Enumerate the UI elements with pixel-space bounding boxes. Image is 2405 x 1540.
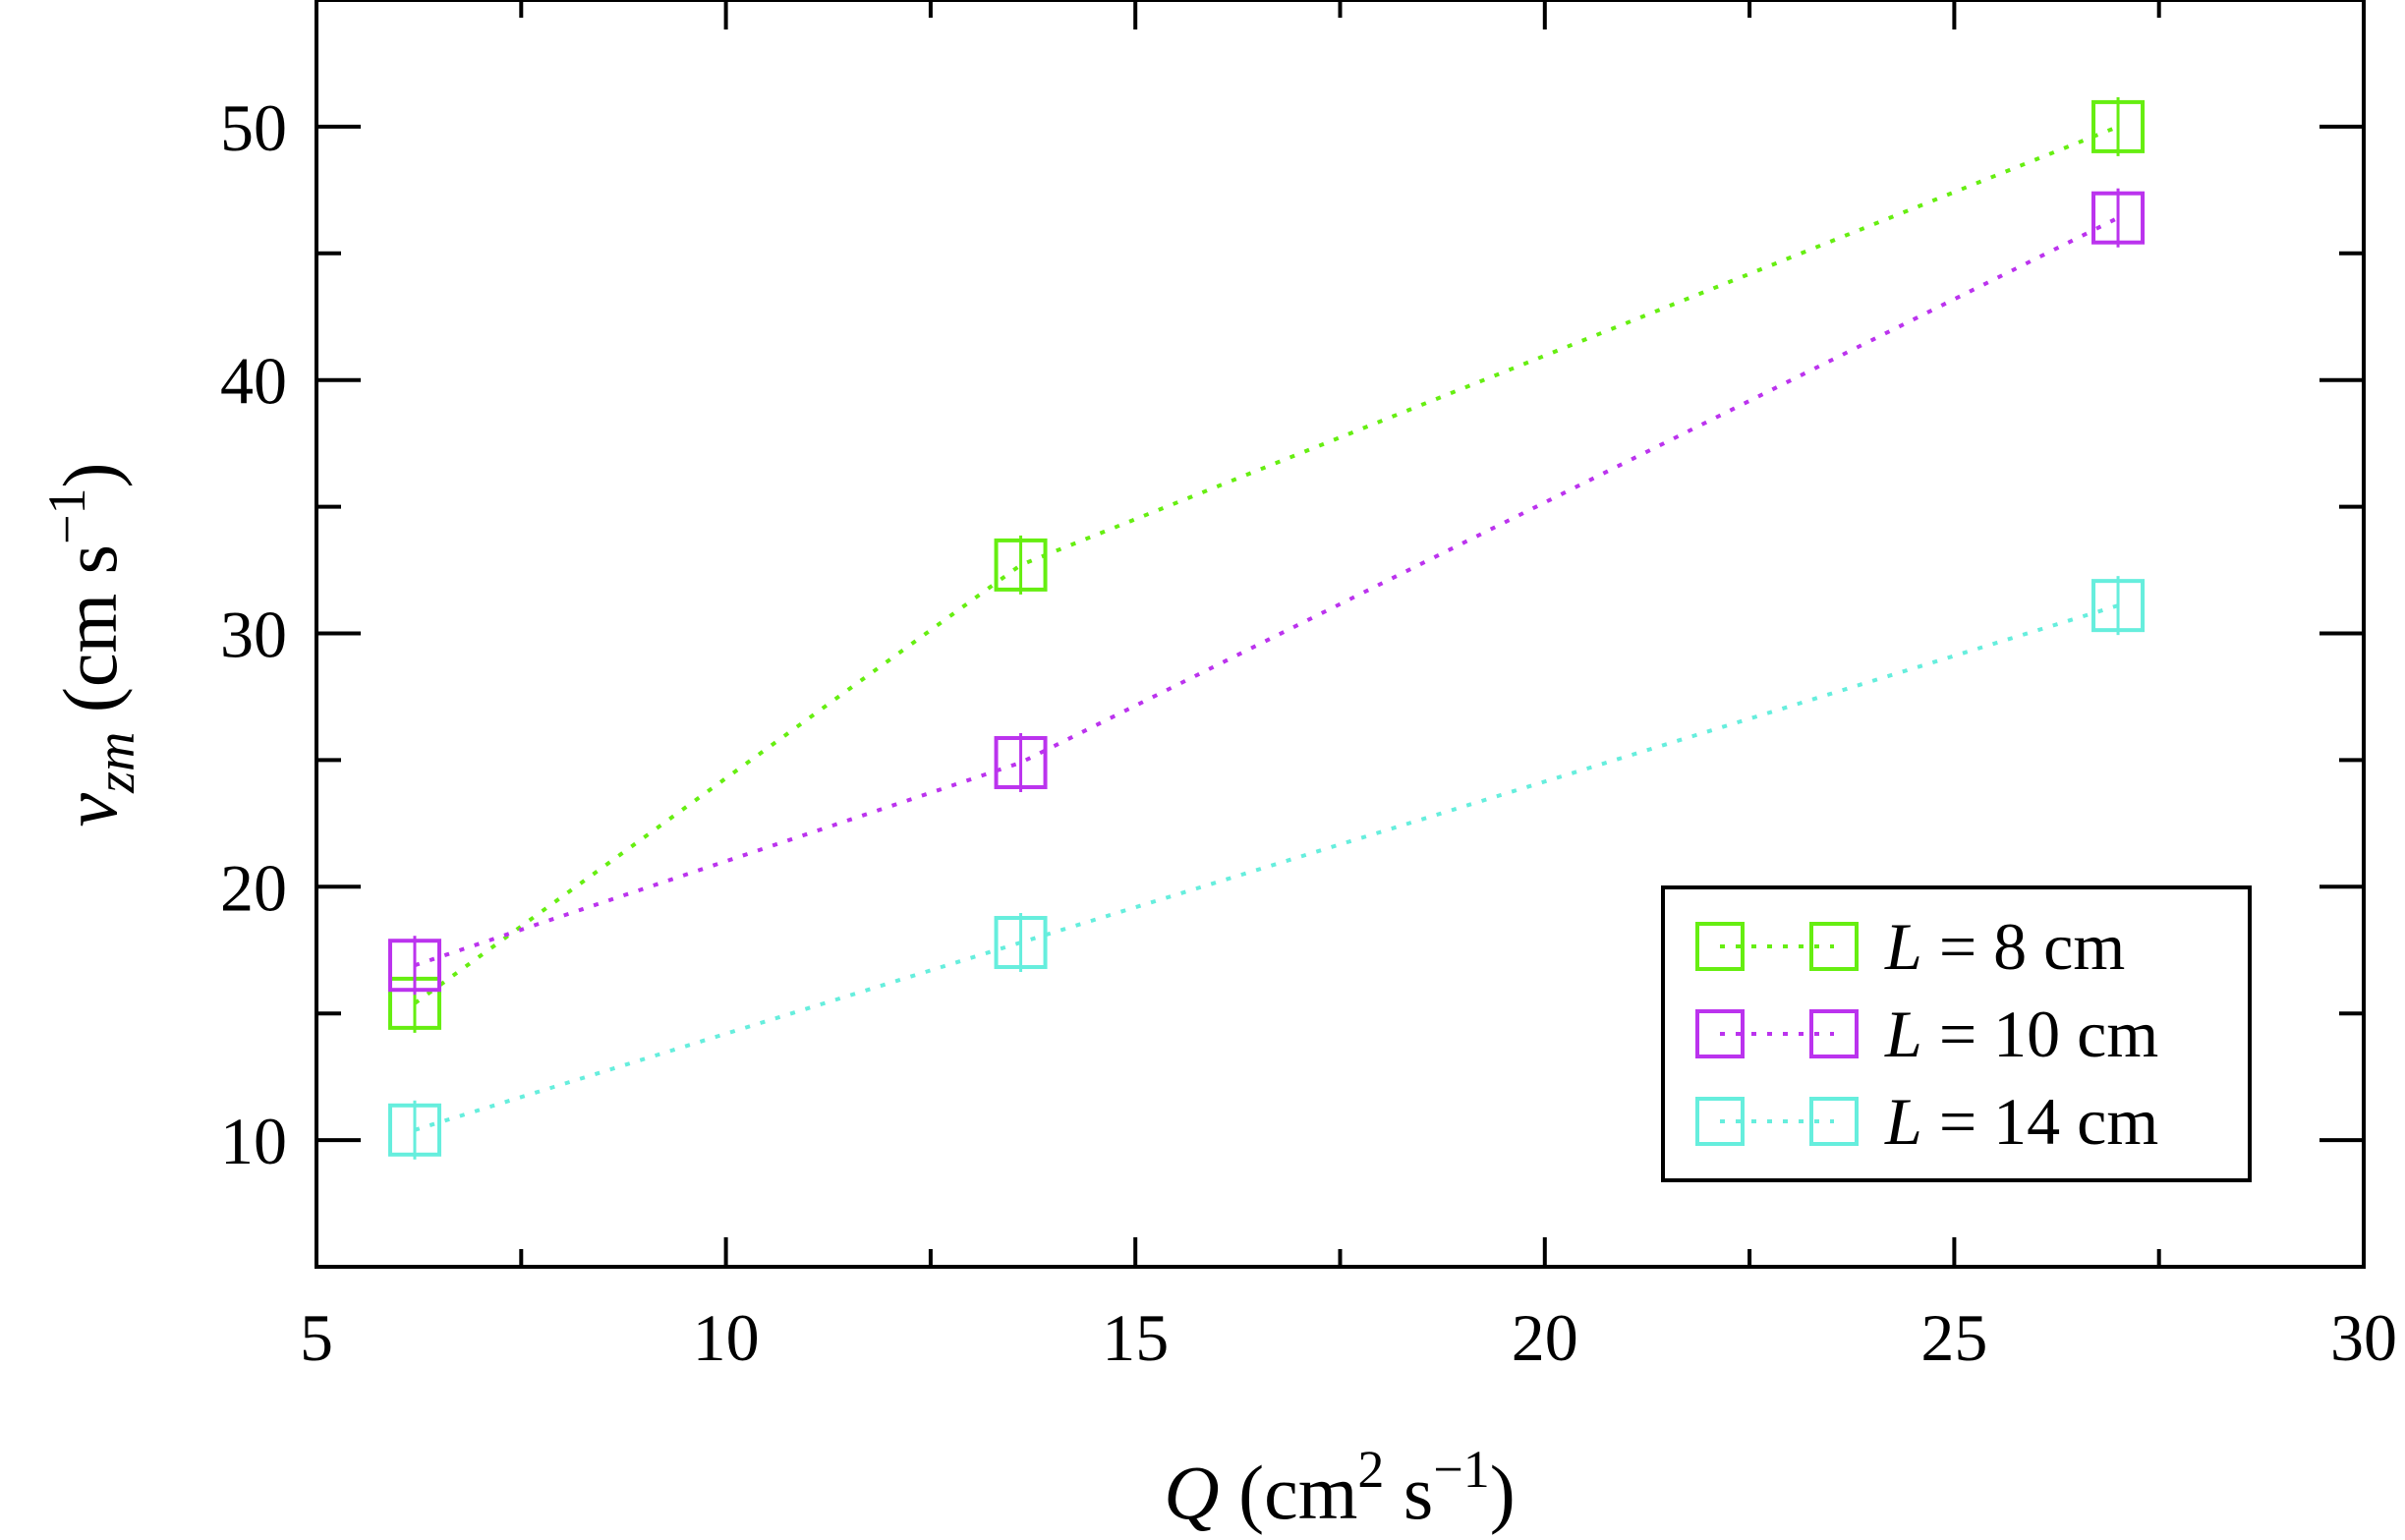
- y-axis-title: vzm (cm s−1): [37, 463, 146, 827]
- x-tick-label: 15: [1102, 1300, 1169, 1375]
- legend-sample-marker: [1695, 1097, 1745, 1146]
- y-axis-unit-open: (cm s: [47, 544, 133, 732]
- x-axis-unit-open: (cm: [1220, 1450, 1358, 1535]
- legend-box: [1661, 885, 2252, 1182]
- x-axis-unit-mid: s: [1384, 1450, 1433, 1535]
- y-axis-unit-sup: −1: [37, 488, 96, 544]
- y-tick-label: 40: [220, 344, 287, 419]
- y-tick-label: 10: [220, 1104, 287, 1178]
- x-axis-variable: Q: [1164, 1450, 1219, 1535]
- y-axis-unit-close: ): [47, 463, 133, 488]
- series-line-0: [413, 125, 2119, 1005]
- x-axis-unit-sup1: 2: [1357, 1440, 1384, 1499]
- legend-sample-marker: [1809, 1009, 1859, 1058]
- legend-label-l14: L = 14 cm: [1884, 1084, 2158, 1159]
- x-axis-unit-close: ): [1490, 1450, 1516, 1535]
- y-tick-label: 30: [220, 598, 287, 672]
- x-tick-label: 5: [300, 1300, 333, 1375]
- y-axis-variable: v: [47, 792, 133, 827]
- x-tick-label: 30: [2330, 1300, 2397, 1375]
- legend-sample-marker: [1695, 922, 1745, 971]
- y-tick-labels: 10 20 30 40 50: [220, 90, 287, 1178]
- x-axis-unit-sup2: −1: [1433, 1440, 1489, 1499]
- y-axis-subscript: zm: [86, 732, 146, 794]
- x-axis-title: Q (cm2 s−1): [1164, 1440, 1515, 1535]
- y-tick-label: 20: [220, 850, 287, 925]
- legend-samples: [1695, 922, 1859, 1146]
- x-tick-label: 20: [1512, 1300, 1578, 1375]
- series-line-2: [414, 603, 2119, 1132]
- y-tick-label: 50: [220, 90, 287, 165]
- legend-sample-marker: [1809, 922, 1859, 971]
- x-tick-labels: 5 10 15 20 25 30: [300, 1300, 2397, 1375]
- legend-label-l8: L = 8 cm: [1884, 909, 2125, 984]
- series-markers: [387, 96, 2146, 1160]
- legend-sample-marker: [1695, 1009, 1745, 1058]
- series-lines: [413, 125, 2119, 1132]
- axis-ticks: [315, 0, 2366, 1267]
- legend: L = 8 cm L = 10 cm L = 14 cm: [1661, 885, 2252, 1182]
- series-line-1: [414, 215, 2119, 968]
- legend-label-l10: L = 10 cm: [1884, 997, 2158, 1071]
- x-tick-label: 25: [1920, 1300, 1987, 1375]
- x-tick-label: 10: [693, 1300, 760, 1375]
- legend-sample-marker: [1809, 1097, 1859, 1146]
